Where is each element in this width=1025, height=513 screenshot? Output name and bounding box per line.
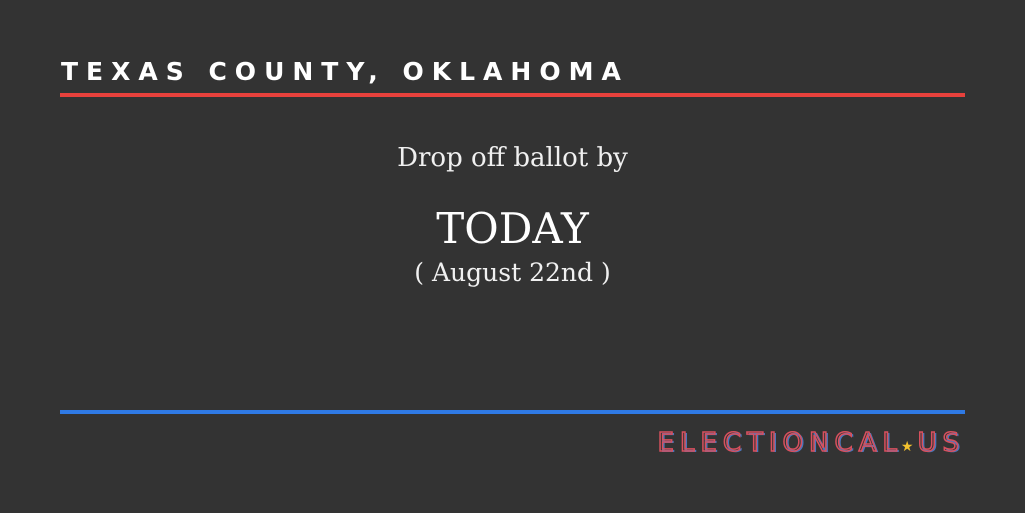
logo-text-tld: US [917,427,965,459]
intro-text: Drop off ballot by [397,143,628,173]
top-divider [60,93,965,97]
star-icon: ★ [900,439,914,455]
county-title: TEXAS COUNTY, OKLAHOMA [61,57,629,86]
deadline-date: ( August 22nd ) [414,258,611,287]
logo-text-main: ELECTIONCAL [657,427,903,459]
deadline-text: TODAY [436,204,589,253]
electioncal-logo: ELECTIONCAL ★ US [657,427,966,459]
bottom-divider [60,410,965,414]
